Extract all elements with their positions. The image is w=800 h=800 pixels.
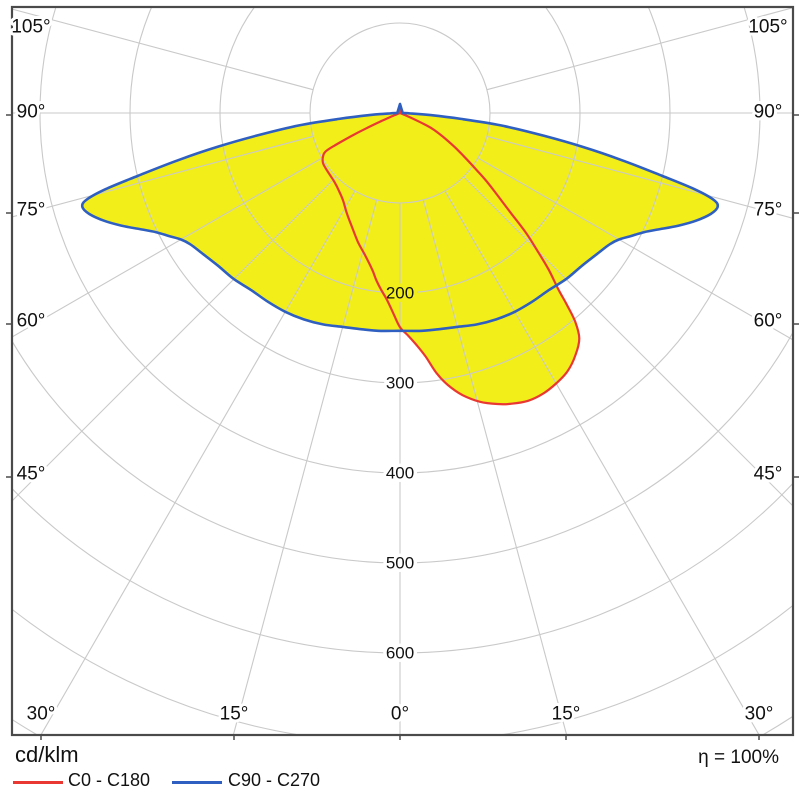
polar-chart: 200 300 400 500 600 105° 105° 90° 90° 75° 75° 60° 60…	[6, 5, 799, 740]
legend-line-c0-icon	[13, 781, 63, 784]
grid-radial	[422, 199, 568, 735]
angle-label: 30°	[745, 704, 774, 725]
grid-radial	[477, 157, 793, 341]
angle-label: 45°	[754, 464, 783, 485]
legend-label-c0: C0 - C180	[68, 770, 151, 790]
grid-radial	[12, 157, 323, 338]
ring-value-label: 600	[386, 644, 414, 663]
angle-label: 90°	[17, 102, 46, 123]
plot-area: 200 300 400 500 600	[12, 7, 793, 735]
unit-label: cd/klm	[15, 742, 79, 767]
angle-label: 60°	[17, 311, 46, 332]
angle-label: 60°	[754, 311, 783, 332]
grid-radial	[12, 8, 314, 91]
angle-label: 105°	[748, 17, 787, 38]
grid-radial	[444, 190, 760, 735]
plot-frame	[10, 5, 795, 737]
angle-label: 105°	[11, 17, 50, 38]
angle-label: 15°	[220, 704, 249, 725]
curve-c90-c270	[80, 102, 720, 333]
angle-label: 75°	[754, 200, 783, 221]
angle-label: 75°	[17, 200, 46, 221]
grid-radial	[40, 190, 356, 735]
angle-label: 30°	[27, 704, 56, 725]
angle-label: 45°	[17, 464, 46, 485]
grid-radial	[12, 135, 314, 218]
legend-line-c90-icon	[172, 781, 222, 784]
grid-radial	[486, 7, 793, 91]
ring-value-label: 500	[386, 554, 414, 573]
angle-label: 90°	[754, 102, 783, 123]
efficiency-label: η = 100%	[698, 747, 779, 768]
ring-value-label: 200	[386, 284, 414, 303]
angle-label: 0°	[391, 704, 409, 725]
intensity-fill-c0	[322, 106, 580, 405]
angle-label: 15°	[552, 704, 581, 725]
ring-value-label: 300	[386, 374, 414, 393]
curve-c0-c180	[321, 104, 581, 406]
legend-label-c90: C90 - C270	[228, 770, 321, 790]
grid-radial	[486, 135, 793, 219]
ring-value-label: 400	[386, 464, 414, 483]
grid-radial	[232, 199, 378, 735]
